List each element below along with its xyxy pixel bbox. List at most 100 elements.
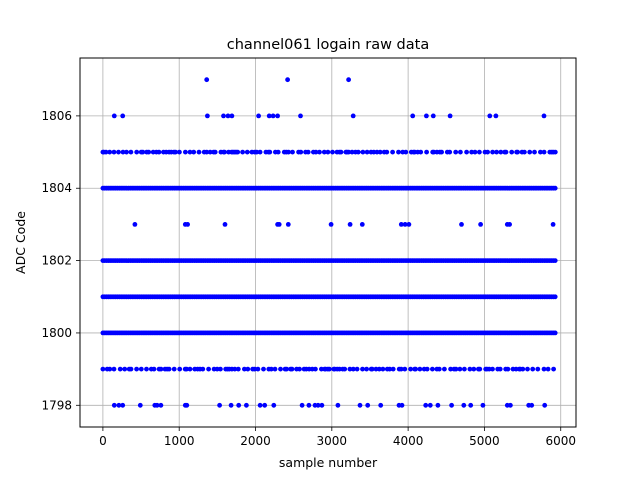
data-point — [327, 366, 332, 372]
data-point — [232, 366, 238, 372]
data-point — [206, 366, 212, 372]
data-point — [235, 149, 241, 155]
data-point — [350, 113, 356, 119]
data-point — [493, 113, 499, 119]
data-point — [338, 149, 344, 155]
data-point — [485, 149, 490, 155]
data-point — [508, 402, 513, 408]
data-point — [285, 77, 290, 83]
data-point — [396, 149, 401, 155]
data-point — [490, 149, 495, 155]
data-point — [284, 366, 289, 372]
data-point — [268, 366, 274, 372]
data-point — [494, 149, 499, 155]
data-point — [552, 185, 558, 191]
data-point — [204, 149, 210, 155]
data-point — [471, 366, 477, 372]
data-point — [398, 222, 404, 227]
data-point — [551, 366, 556, 372]
data-point — [550, 222, 556, 227]
data-point — [532, 149, 537, 155]
data-point — [205, 113, 210, 119]
data-point — [497, 366, 503, 372]
data-point — [240, 149, 246, 155]
data-point — [387, 366, 393, 372]
data-point — [173, 149, 178, 155]
data-point — [515, 149, 520, 155]
data-point — [462, 366, 467, 372]
data-point — [377, 149, 383, 155]
data-point — [435, 402, 441, 408]
data-point — [221, 113, 226, 119]
data-point — [321, 149, 327, 155]
data-point — [357, 402, 363, 408]
data-point — [124, 149, 129, 155]
data-point — [527, 149, 533, 155]
data-point — [335, 402, 341, 408]
data-point — [315, 402, 321, 408]
data-point — [365, 402, 371, 408]
data-point — [522, 149, 527, 155]
y-tick-label: 1802 — [41, 254, 72, 268]
data-point — [342, 366, 348, 372]
data-point — [267, 149, 273, 155]
data-point — [255, 366, 261, 372]
data-point — [313, 366, 318, 372]
data-point — [449, 402, 454, 408]
data-point — [222, 222, 228, 227]
data-point — [424, 113, 429, 119]
data-point — [122, 366, 128, 372]
data-point — [256, 113, 261, 119]
x-tick-label: 3000 — [317, 434, 348, 448]
data-point — [430, 366, 435, 372]
data-point — [196, 149, 202, 155]
data-point — [218, 366, 223, 372]
data-point — [325, 149, 331, 155]
data-point — [103, 149, 109, 155]
data-point — [257, 402, 263, 408]
data-point — [298, 113, 303, 119]
data-point — [399, 402, 405, 408]
data-point — [359, 222, 365, 227]
data-point — [275, 113, 280, 119]
data-point — [461, 402, 467, 408]
data-point — [107, 366, 113, 372]
data-point — [509, 149, 515, 155]
data-point — [350, 366, 356, 372]
data-point — [541, 149, 547, 155]
data-point — [132, 222, 138, 227]
data-point — [360, 149, 366, 155]
data-point — [418, 149, 424, 155]
data-point — [447, 149, 453, 155]
data-point — [346, 77, 351, 83]
x-axis-label: sample number — [279, 455, 378, 470]
data-point — [552, 294, 558, 300]
data-point — [146, 149, 152, 155]
data-point — [468, 402, 474, 408]
data-point — [151, 366, 157, 372]
data-point — [317, 149, 322, 155]
x-tick-label: 1000 — [164, 434, 195, 448]
data-point — [552, 330, 558, 336]
data-point — [402, 366, 408, 372]
data-point — [158, 366, 164, 372]
data-point — [490, 366, 495, 372]
data-point — [378, 402, 384, 408]
data-point — [184, 402, 190, 408]
data-point — [380, 366, 386, 372]
data-points — [100, 77, 558, 408]
data-point — [128, 366, 134, 372]
data-point — [349, 149, 355, 155]
data-point — [275, 149, 281, 155]
data-point — [217, 402, 223, 408]
data-point — [373, 366, 379, 372]
data-point — [354, 366, 360, 372]
axis-ticks: 0 1000 2000 3000 4000 5000 6000 1798 1800 1802 180… — [41, 109, 576, 448]
data-point — [289, 366, 295, 372]
data-point — [410, 113, 416, 119]
data-point — [177, 149, 182, 155]
x-tick-label: 2000 — [240, 434, 271, 448]
data-point — [477, 149, 482, 155]
data-point — [503, 149, 509, 155]
data-point — [529, 402, 535, 408]
